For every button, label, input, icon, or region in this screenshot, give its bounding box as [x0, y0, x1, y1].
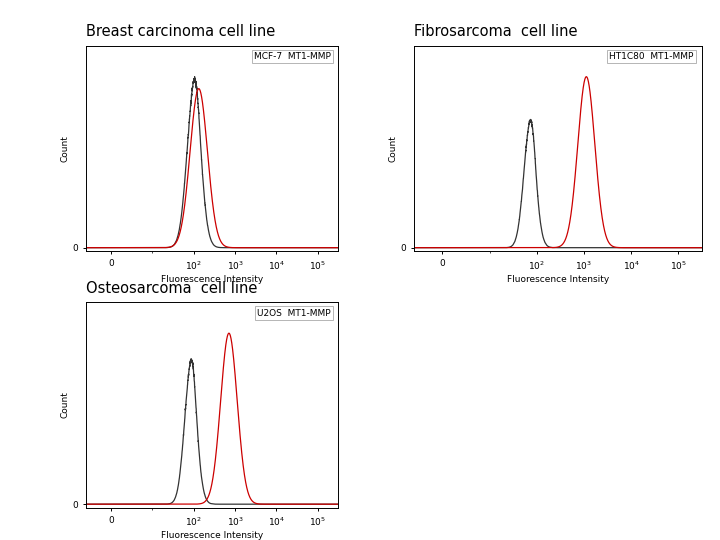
Text: Fibrosarcoma  cell line: Fibrosarcoma cell line [414, 24, 577, 39]
Text: MCF-7  MT1-MMP: MCF-7 MT1-MMP [254, 52, 330, 61]
X-axis label: Fluorescence Intensity: Fluorescence Intensity [161, 531, 264, 540]
Text: HT1C80  MT1-MMP: HT1C80 MT1-MMP [609, 52, 693, 61]
Y-axis label: Count: Count [60, 135, 70, 162]
Text: U2OS  MT1-MMP: U2OS MT1-MMP [257, 308, 330, 318]
Text: Osteosarcoma  cell line: Osteosarcoma cell line [86, 281, 258, 296]
X-axis label: Fluorescence Intensity: Fluorescence Intensity [507, 275, 609, 284]
Y-axis label: Count: Count [388, 135, 397, 162]
Text: Breast carcinoma cell line: Breast carcinoma cell line [86, 24, 276, 39]
Y-axis label: Count: Count [60, 392, 70, 418]
X-axis label: Fluorescence Intensity: Fluorescence Intensity [161, 275, 264, 284]
